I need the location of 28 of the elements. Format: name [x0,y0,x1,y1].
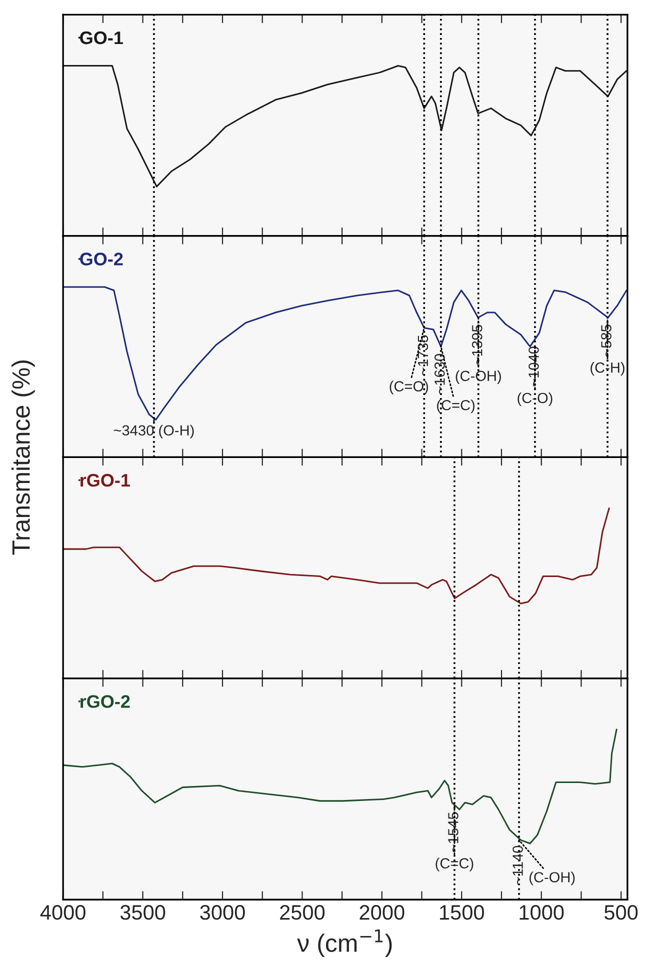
x-tick-label: 4000 [40,905,86,920]
legend-label: rGO-1 [80,474,130,487]
x-tick-label: 1000 [520,905,564,920]
ref-line-label: ~1630 [434,354,445,394]
x-tick-label: 3000 [200,905,245,920]
ref-line-label: ~585 [601,324,612,356]
x-axis-title: ν (cm$^{−1}$) [297,929,392,957]
x-tick-label: 500 [604,905,638,920]
annotation: (C=C) [437,400,475,414]
annotation: (C-OH) [456,370,501,384]
x-tick-label: 2000 [360,905,404,920]
x-tick-label: 1500 [440,905,484,920]
annotation: (C-H) [590,362,624,376]
annotation: (C-O) [518,392,552,406]
ref-line-label: ~1735 [418,335,428,375]
y-axis-title: Transmitance (%) [12,360,35,555]
annotation: (C-OH) [529,872,575,886]
x-tick-label: 2500 [280,905,325,920]
legend-label: GO-2 [80,252,123,266]
ref-line-label: ~1140 [512,846,523,885]
annotation: (C=O) [390,380,428,394]
ref-line-label: ~1395 [472,324,482,365]
legend-label: GO-1 [80,31,123,44]
annotation: ~3430 (O-H) [114,424,194,438]
legend-label: rGO-2 [80,695,130,708]
ref-line-label: ~1545 [448,812,458,852]
x-tick-label: 3500 [120,905,166,920]
annotation: (C=C) [436,858,474,872]
